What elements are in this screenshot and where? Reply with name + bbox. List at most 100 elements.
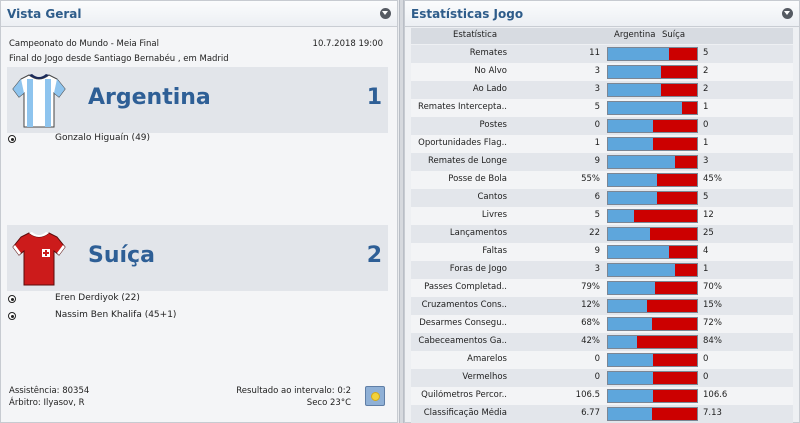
stat-away-bar [652, 390, 697, 402]
stat-row: Passes Completad.. 79% 70% [411, 279, 793, 297]
away-column-label[interactable]: Suíça [662, 30, 686, 40]
stat-away-value: 12 [703, 210, 714, 220]
stat-label: No Alvo [474, 66, 507, 76]
stat-home-value: 0 [594, 354, 600, 364]
stat-comparison-bar [607, 191, 698, 205]
stats-table: Remates 11 5 No Alvo 3 2 Ao Lado 3 2 Remates Inte… [411, 45, 793, 423]
stat-away-value: 72% [703, 318, 722, 328]
stats-panel: Estatísticas Jogo Estatística Argentina … [404, 0, 800, 423]
home-team-block: Argentina 1 [7, 67, 388, 133]
goal-ball-icon [8, 295, 16, 303]
stat-away-value: 0 [703, 372, 709, 382]
stat-row: Vermelhos 0 0 [411, 369, 793, 387]
stat-comparison-bar [607, 353, 698, 367]
stat-row: Desarmes Consegu.. 68% 72% [411, 315, 793, 333]
home-team-name[interactable]: Argentina [88, 85, 211, 110]
stat-away-value: 25 [703, 228, 714, 238]
stat-away-bar [652, 120, 697, 132]
stat-away-bar [633, 210, 697, 222]
stat-away-bar [669, 48, 697, 60]
stat-away-bar [651, 318, 697, 330]
referee-label[interactable]: Árbitro: Ilyasov, R [9, 398, 85, 408]
stat-home-bar [608, 354, 653, 366]
stat-home-value: 3 [594, 84, 600, 94]
stat-home-bar [608, 138, 653, 150]
stat-away-bar [681, 102, 697, 114]
weather-badge [365, 386, 385, 406]
stat-label: Foras de Jogo [449, 264, 507, 274]
stat-label: Amarelos [467, 354, 507, 364]
stat-row: No Alvo 3 2 [411, 63, 793, 81]
stat-away-bar [656, 192, 697, 204]
stat-home-value: 3 [594, 264, 600, 274]
stat-row: Remates Intercepta.. 5 1 [411, 99, 793, 117]
goal-ball-icon [8, 135, 16, 143]
stat-row: Lançamentos 22 25 [411, 225, 793, 243]
stat-away-bar [674, 156, 697, 168]
stats-title: Estatísticas Jogo [411, 6, 524, 21]
stat-label: Remates [469, 48, 507, 58]
stats-header: Estatísticas Jogo [405, 1, 799, 27]
stat-away-bar [652, 372, 697, 384]
overview-panel: Vista Geral Campeonato do Mundo - Meia F… [0, 0, 398, 423]
stat-away-value: 1 [703, 102, 709, 112]
stat-label: Remates Intercepta.. [418, 102, 507, 112]
home-scorer-name[interactable]: Gonzalo Higuaín (49) [55, 133, 151, 143]
stat-row: Cruzamentos Cons.. 12% 15% [411, 297, 793, 315]
home-column-label[interactable]: Argentina [614, 30, 656, 40]
stat-home-value: 0 [594, 120, 600, 130]
stat-home-bar [608, 210, 634, 222]
stat-comparison-bar [607, 101, 698, 115]
stat-away-value: 45% [703, 174, 722, 184]
stat-home-value: 106.5 [575, 390, 600, 400]
stat-away-value: 1 [703, 138, 709, 148]
stat-label: Classificação Média [423, 408, 507, 418]
away-team-name[interactable]: Suíça [88, 243, 155, 268]
stat-home-value: 6 [594, 192, 600, 202]
stat-home-value: 9 [594, 156, 600, 166]
away-shirt-icon [12, 232, 66, 286]
stat-row: Remates de Longe 9 3 [411, 153, 793, 171]
stat-home-bar [608, 318, 652, 330]
stat-home-bar [608, 300, 648, 312]
stat-column-label[interactable]: Estatística [453, 30, 498, 40]
stat-comparison-bar [607, 389, 698, 403]
stat-home-bar [608, 264, 675, 276]
match-datetime: 10.7.2018 19:00 [312, 39, 383, 49]
stat-away-value: 70% [703, 282, 722, 292]
stat-label: Posse de Bola [448, 174, 507, 184]
stat-away-bar [647, 300, 697, 312]
overview-menu-icon[interactable] [380, 8, 391, 19]
stat-home-bar [608, 282, 656, 294]
stat-home-bar [608, 246, 670, 258]
halftime-score-label: Resultado ao intervalo: 0:2 [236, 386, 351, 396]
stat-row: Cabeceamentos Ga.. 42% 84% [411, 333, 793, 351]
stat-label: Cabeceamentos Ga.. [418, 336, 507, 346]
away-team-score: 2 [366, 243, 382, 268]
panel-splitter[interactable] [399, 0, 404, 423]
stat-comparison-bar [607, 263, 698, 277]
stat-label: Lançamentos [449, 228, 507, 238]
stat-home-value: 1 [594, 138, 600, 148]
stat-row: Cantos 6 5 [411, 189, 793, 207]
away-scorer-name[interactable]: Nassim Ben Khalifa (45+1) [55, 310, 177, 320]
stat-row: Classificação Média 6.77 7.13 [411, 405, 793, 423]
home-shirt-icon [12, 74, 66, 128]
stat-home-value: 6.77 [581, 408, 600, 418]
stat-home-value: 3 [594, 66, 600, 76]
goal-ball-icon [8, 312, 16, 320]
stat-home-value: 5 [594, 210, 600, 220]
stat-away-bar [656, 174, 697, 186]
sun-icon [371, 392, 380, 401]
stat-home-bar [608, 336, 638, 348]
stat-home-bar [608, 66, 662, 78]
away-scorer-name[interactable]: Eren Derdiyok (22) [55, 293, 140, 303]
stat-row: Quilómetros Percor.. 106.5 106.6 [411, 387, 793, 405]
stat-label: Postes [479, 120, 507, 130]
stat-home-value: 5 [594, 102, 600, 112]
stat-away-value: 3 [703, 156, 709, 166]
stats-menu-icon[interactable] [782, 8, 793, 19]
stat-home-value: 22 [589, 228, 600, 238]
stat-away-value: 84% [703, 336, 722, 346]
stat-home-bar [608, 120, 653, 132]
